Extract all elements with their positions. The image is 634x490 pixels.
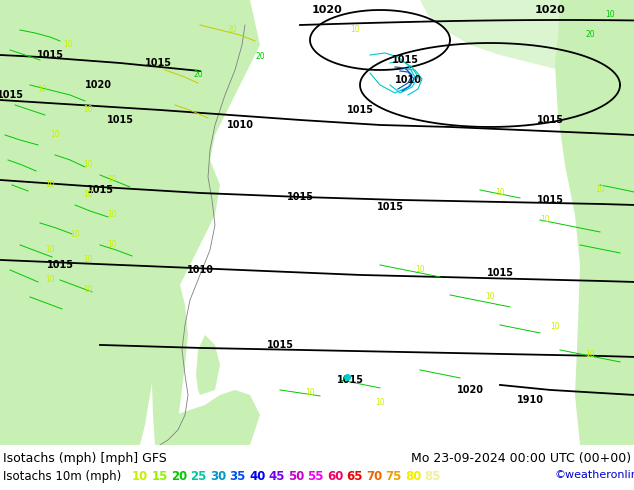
Text: 65: 65 (347, 470, 363, 483)
Text: 1015: 1015 (266, 340, 294, 350)
Text: 1015: 1015 (536, 195, 564, 205)
Text: 10: 10 (305, 389, 315, 397)
Text: 1015: 1015 (287, 192, 313, 202)
Text: 10: 10 (132, 470, 148, 483)
Text: 10: 10 (45, 245, 55, 254)
Text: 20: 20 (256, 52, 265, 61)
Text: 1020: 1020 (456, 385, 484, 395)
Text: 1015: 1015 (46, 260, 74, 270)
Text: 10: 10 (485, 293, 495, 301)
Text: 1015: 1015 (86, 185, 113, 195)
Text: Isotachs 10m (mph): Isotachs 10m (mph) (3, 470, 121, 483)
Text: 80: 80 (405, 470, 422, 483)
Text: 1015: 1015 (392, 55, 418, 65)
Text: 60: 60 (327, 470, 344, 483)
Text: 1015: 1015 (536, 115, 564, 125)
Text: 50: 50 (288, 470, 304, 483)
Text: 1015: 1015 (337, 375, 363, 385)
Text: 1010: 1010 (186, 265, 214, 275)
Text: 90: 90 (444, 470, 460, 483)
Text: 10: 10 (107, 241, 117, 249)
Text: 10: 10 (540, 216, 550, 224)
Text: 10: 10 (63, 41, 73, 49)
Polygon shape (196, 335, 220, 395)
Text: ©weatheronline.co.uk: ©weatheronline.co.uk (555, 470, 634, 480)
Polygon shape (148, 265, 188, 445)
Text: 1015: 1015 (377, 202, 403, 212)
Text: 10: 10 (70, 230, 80, 240)
Text: 1015: 1015 (107, 115, 134, 125)
Text: 10: 10 (107, 211, 117, 220)
Polygon shape (555, 0, 634, 445)
Text: 20: 20 (227, 25, 237, 34)
Text: 10: 10 (83, 105, 93, 115)
Polygon shape (160, 390, 260, 445)
Text: 10: 10 (495, 189, 505, 197)
Text: 1015: 1015 (347, 105, 373, 115)
Text: 10: 10 (83, 286, 93, 294)
Text: 1010: 1010 (226, 120, 254, 130)
Text: 10: 10 (50, 130, 60, 140)
Text: 1020: 1020 (534, 5, 566, 15)
Text: 1015: 1015 (145, 58, 172, 68)
Text: 10: 10 (375, 398, 385, 407)
Text: 1015: 1015 (486, 268, 514, 278)
Text: 75: 75 (385, 470, 402, 483)
Text: 10: 10 (83, 255, 93, 265)
Polygon shape (0, 0, 260, 445)
Text: 55: 55 (307, 470, 324, 483)
Text: 20: 20 (585, 30, 595, 40)
Text: 10: 10 (550, 322, 560, 331)
Text: 1015: 1015 (0, 90, 23, 100)
Text: 10: 10 (595, 186, 605, 195)
Text: 10: 10 (605, 10, 615, 20)
Text: 1020: 1020 (84, 80, 112, 90)
Text: 10: 10 (37, 85, 47, 95)
Text: 1910: 1910 (517, 395, 543, 405)
Text: 1015: 1015 (37, 50, 63, 60)
Text: 45: 45 (269, 470, 285, 483)
Text: 10: 10 (83, 191, 93, 199)
Text: 10: 10 (350, 25, 360, 34)
Text: Mo 23-09-2024 00:00 UTC (00+00): Mo 23-09-2024 00:00 UTC (00+00) (411, 452, 631, 465)
Text: 15: 15 (152, 470, 168, 483)
Text: 10: 10 (585, 350, 595, 360)
Text: 1020: 1020 (312, 5, 342, 15)
Text: 20: 20 (171, 470, 187, 483)
Text: 70: 70 (366, 470, 382, 483)
Text: 35: 35 (230, 470, 246, 483)
Text: 10: 10 (415, 266, 425, 274)
Text: 10: 10 (45, 275, 55, 285)
Text: 30: 30 (210, 470, 226, 483)
Text: 40: 40 (249, 470, 266, 483)
Text: Isotachs (mph) [mph] GFS: Isotachs (mph) [mph] GFS (3, 452, 167, 465)
Polygon shape (420, 0, 634, 75)
Text: 20: 20 (193, 71, 203, 79)
Text: 25: 25 (190, 470, 207, 483)
Text: 1010: 1010 (394, 75, 422, 85)
Text: 85: 85 (425, 470, 441, 483)
Text: 10: 10 (45, 180, 55, 190)
Text: 10: 10 (83, 160, 93, 170)
Text: 10: 10 (107, 175, 117, 184)
